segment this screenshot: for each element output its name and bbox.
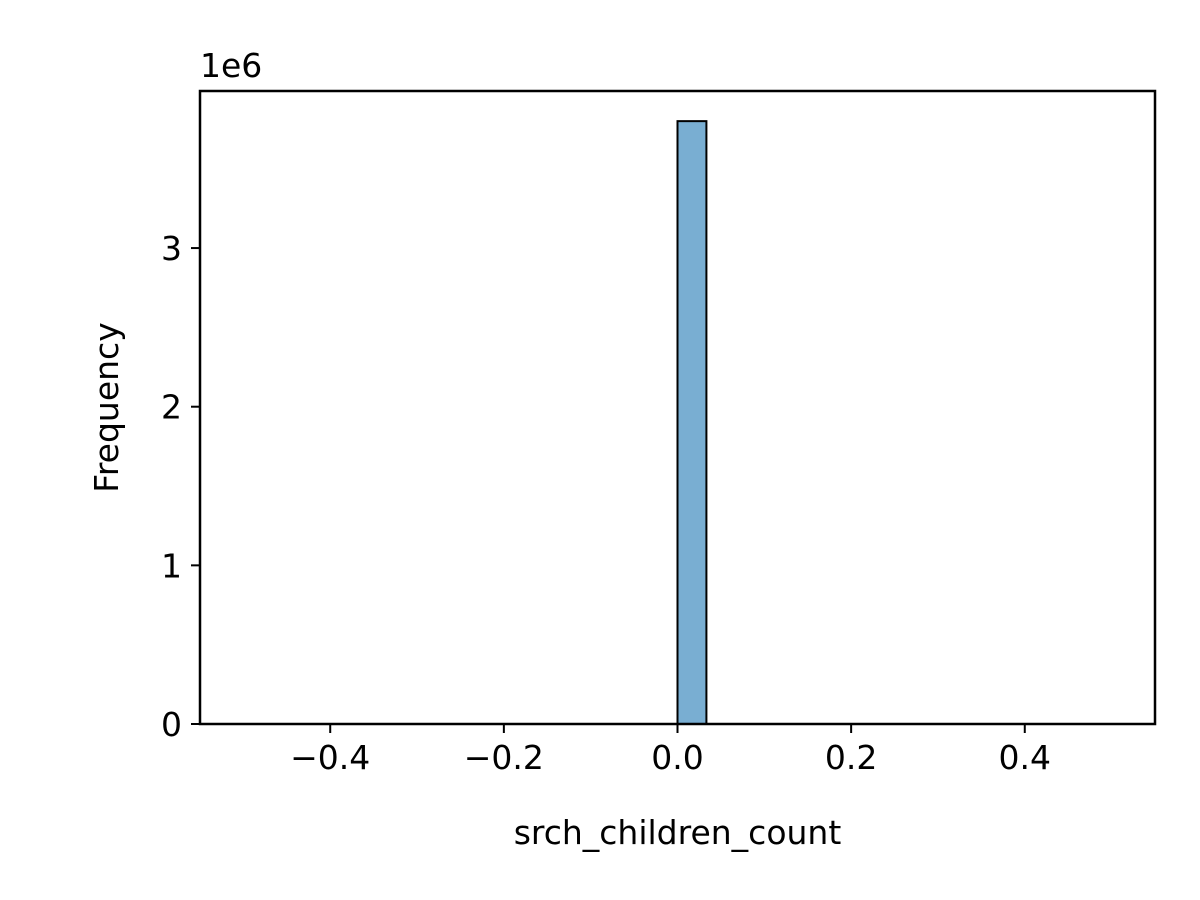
x-tick-label: 0.0	[651, 738, 703, 777]
x-tick-label: −0.4	[290, 738, 370, 777]
histogram-bar	[676, 120, 708, 725]
y-offset-label: 1e6	[200, 46, 262, 85]
y-tick-label: 0	[161, 705, 182, 744]
y-axis-label: Frequency	[87, 322, 126, 492]
x-tick-label: 0.2	[825, 738, 877, 777]
x-tick-label: 0.4	[999, 738, 1051, 777]
ticks-layer: −0.4 −0.2 0.0 0.2 0.4 0 1 2 3	[161, 229, 1051, 777]
x-axis-label: srch_children_count	[514, 813, 842, 852]
y-tick-label: 2	[161, 388, 182, 427]
x-tick-label: −0.2	[464, 738, 544, 777]
y-tick-label: 3	[161, 229, 182, 268]
y-tick-label: 1	[161, 546, 182, 585]
bars-layer	[676, 120, 708, 725]
plot-frame	[198, 89, 1157, 726]
